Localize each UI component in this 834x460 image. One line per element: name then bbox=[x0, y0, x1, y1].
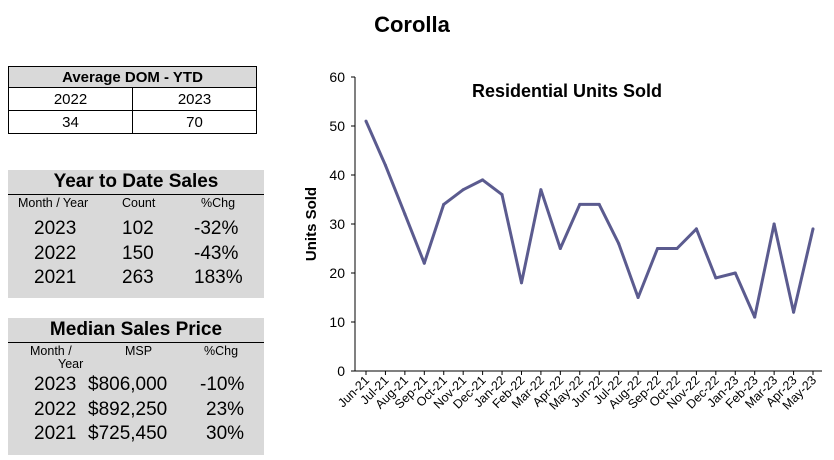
ytd-chg: -43% bbox=[194, 242, 239, 264]
ytd-col-month-year: Month / Year bbox=[18, 196, 89, 210]
ytd-year: 2022 bbox=[34, 242, 77, 264]
average-dom-table: Average DOM - YTD 2022 2023 34 70 bbox=[8, 66, 257, 134]
data-point bbox=[772, 222, 776, 226]
data-point bbox=[558, 247, 562, 250]
msp-col-year: Year bbox=[58, 357, 84, 371]
ytd-title: Year to Date Sales bbox=[8, 170, 264, 195]
data-point bbox=[539, 188, 543, 192]
data-point bbox=[733, 271, 737, 275]
data-point bbox=[714, 276, 718, 280]
data-point bbox=[383, 163, 387, 167]
ytd-count: 263 bbox=[122, 267, 154, 288]
msp-chg: -10% bbox=[200, 374, 245, 395]
ytd-row: 2023 102 -32% bbox=[8, 217, 264, 242]
y-tick-label: 20 bbox=[329, 265, 345, 281]
ytd-row: 2021 263 183% bbox=[8, 266, 264, 291]
y-tick-label: 30 bbox=[329, 216, 345, 232]
y-tick-label: 50 bbox=[329, 118, 345, 134]
msp-chg: 30% bbox=[206, 423, 245, 444]
msp-row: 2022 $892,250 23% bbox=[8, 398, 264, 423]
ytd-chg: -32% bbox=[194, 218, 239, 239]
y-tick-label: 40 bbox=[329, 167, 345, 183]
msp-col-chg: %Chg bbox=[204, 344, 239, 358]
msp-title: Median Sales Price bbox=[8, 318, 264, 343]
data-point bbox=[578, 202, 582, 206]
msp-row: 2023 $806,000 -10% bbox=[8, 373, 264, 398]
ytd-column-headers: Month / Year Count %Chg bbox=[8, 195, 264, 217]
data-point bbox=[422, 261, 426, 265]
msp-chg: 23% bbox=[206, 398, 245, 420]
msp-price: $892,250 bbox=[88, 398, 168, 420]
dom-value-2023: 70 bbox=[132, 110, 257, 134]
data-point bbox=[403, 212, 407, 216]
ytd-count: 102 bbox=[122, 218, 154, 239]
data-point bbox=[636, 296, 640, 299]
ytd-count: 150 bbox=[122, 242, 154, 264]
msp-price: $725,450 bbox=[88, 423, 168, 444]
data-point bbox=[675, 247, 679, 250]
ytd-year: 2021 bbox=[34, 267, 77, 288]
median-sales-price-panel: Median Sales Price Month / Year MSP %Chg… bbox=[8, 318, 264, 455]
chart-title: Residential Units Sold bbox=[472, 81, 662, 101]
data-point bbox=[617, 242, 621, 246]
msp-col-msp: MSP bbox=[125, 344, 153, 358]
data-point bbox=[753, 315, 757, 319]
ytd-col-chg: %Chg bbox=[201, 196, 236, 210]
data-point bbox=[656, 247, 660, 250]
data-point bbox=[792, 310, 796, 314]
data-point bbox=[694, 227, 698, 231]
data-point bbox=[811, 227, 815, 231]
msp-column-headers: Month / Year MSP %Chg bbox=[8, 343, 264, 373]
year-to-date-sales-panel: Year to Date Sales Month / Year Count %C… bbox=[8, 170, 264, 298]
dom-value-2022: 34 bbox=[8, 110, 133, 134]
y-tick-label: 60 bbox=[329, 69, 345, 85]
msp-col-month: Month / bbox=[30, 344, 72, 358]
data-point bbox=[442, 202, 446, 206]
data-point bbox=[597, 202, 601, 206]
y-tick-label: 10 bbox=[329, 314, 345, 330]
ytd-year: 2023 bbox=[34, 218, 77, 239]
ytd-col-count: Count bbox=[122, 196, 156, 210]
y-tick-label: 0 bbox=[337, 363, 345, 379]
data-point bbox=[364, 119, 368, 123]
data-point bbox=[481, 178, 485, 182]
page-title: Corolla bbox=[374, 12, 450, 37]
msp-year: 2021 bbox=[34, 423, 77, 444]
msp-row: 2021 $725,450 30% bbox=[8, 422, 264, 447]
data-point bbox=[519, 281, 523, 285]
msp-price: $806,000 bbox=[88, 374, 168, 395]
data-point bbox=[500, 193, 504, 197]
series-line bbox=[364, 120, 815, 319]
ytd-chg: 183% bbox=[194, 267, 243, 288]
msp-year: 2023 bbox=[34, 374, 77, 395]
y-axis-label: Units Sold bbox=[303, 187, 320, 261]
msp-year: 2022 bbox=[34, 398, 77, 420]
data-point bbox=[461, 188, 465, 192]
ytd-row: 2022 150 -43% bbox=[8, 242, 264, 267]
